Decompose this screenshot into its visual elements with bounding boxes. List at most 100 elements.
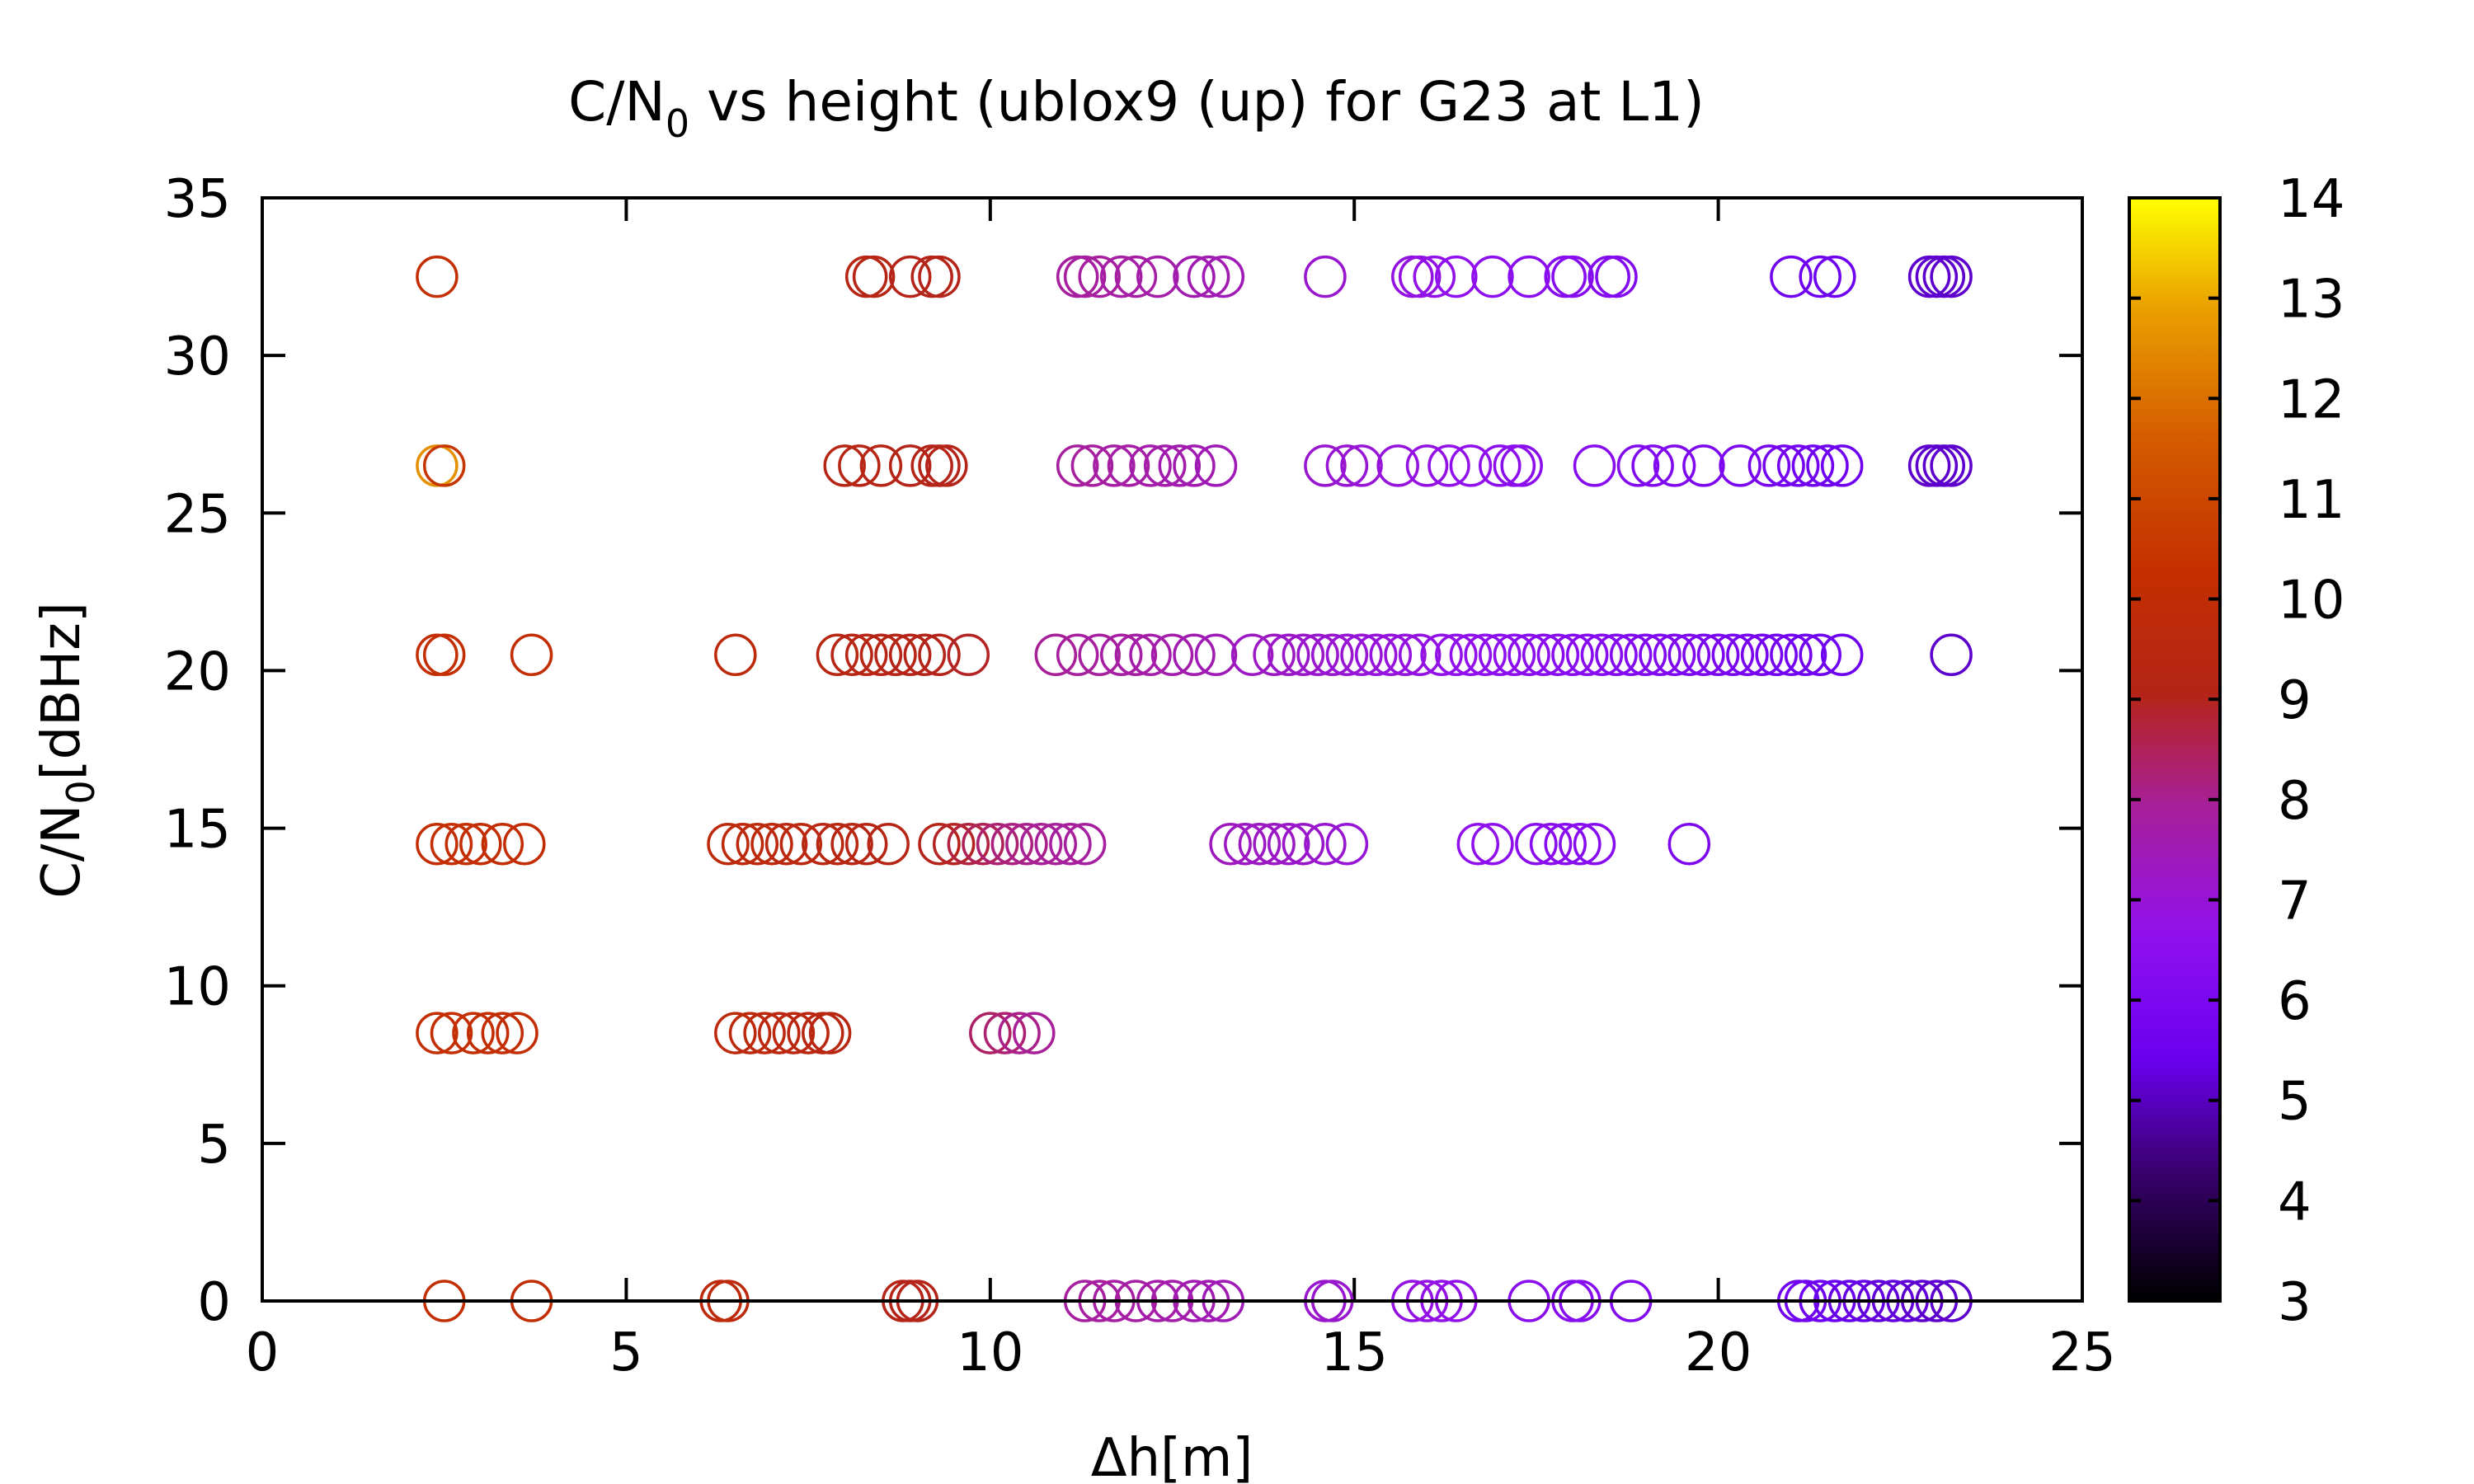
data-point — [1813, 255, 1856, 298]
data-point — [1325, 633, 1369, 677]
colorbar-tick-label: 9 — [2278, 670, 2312, 731]
data-point — [1282, 633, 1325, 677]
colorbar — [2128, 196, 2222, 1303]
data-point — [1500, 444, 1543, 487]
data-point — [947, 822, 990, 866]
data-point — [1551, 255, 1594, 298]
data-point — [416, 822, 459, 866]
data-point — [1398, 633, 1442, 677]
data-point — [481, 822, 524, 866]
data-point — [1056, 444, 1099, 487]
data-point — [1930, 444, 1973, 487]
data-point — [1034, 822, 1078, 866]
data-point — [1711, 633, 1755, 677]
data-point — [707, 822, 750, 866]
data-point — [1093, 444, 1136, 487]
data-point — [1136, 255, 1179, 298]
data-point — [1056, 633, 1099, 677]
data-point — [1529, 822, 1573, 866]
data-point — [1806, 444, 1849, 487]
data-point — [466, 1012, 510, 1054]
data-point — [1325, 822, 1369, 866]
data-point — [808, 1012, 852, 1054]
data-point — [1173, 444, 1216, 487]
data-point — [1340, 633, 1383, 677]
data-point — [503, 822, 546, 866]
data-point — [787, 1012, 830, 1054]
data-point — [918, 633, 961, 677]
data-point — [844, 633, 888, 677]
data-point — [452, 1012, 495, 1054]
data-point — [1158, 444, 1202, 487]
data-point — [1413, 255, 1456, 298]
data-point — [1173, 633, 1216, 677]
data-point — [1435, 255, 1478, 298]
data-point — [1573, 444, 1616, 487]
data-point — [1398, 255, 1442, 298]
data-point — [496, 1012, 539, 1054]
x-tick-label: 25 — [2048, 1322, 2115, 1383]
chart-title: C/N0 vs height (ublox9 (up) for G23 at L… — [568, 70, 1705, 146]
data-point — [1304, 255, 1347, 298]
data-point — [1099, 633, 1143, 677]
data-point — [1267, 633, 1310, 677]
data-point — [867, 822, 910, 866]
scatter-points — [416, 255, 1973, 1322]
data-point — [1682, 444, 1725, 487]
data-point — [1631, 444, 1674, 487]
data-point — [1224, 822, 1267, 866]
data-point — [1282, 822, 1325, 866]
data-point — [416, 1012, 459, 1054]
data-point — [1747, 444, 1791, 487]
colorbar-tick-label: 5 — [2278, 1072, 2312, 1133]
y-tick-label: 35 — [164, 169, 231, 230]
data-point — [1784, 633, 1827, 677]
data-point — [1595, 255, 1638, 298]
data-point — [430, 822, 473, 866]
data-point — [1791, 444, 1835, 487]
data-point — [1479, 633, 1522, 677]
data-point — [888, 444, 932, 487]
data-point — [430, 1012, 473, 1054]
data-point — [1187, 255, 1230, 298]
data-point — [1384, 633, 1427, 677]
data-point — [1420, 633, 1463, 677]
data-point — [983, 1012, 1027, 1054]
data-point — [1230, 633, 1274, 677]
data-point — [1696, 633, 1740, 677]
colorbar-tick-label: 14 — [2278, 169, 2345, 230]
data-point — [1435, 633, 1478, 677]
y-tick-label: 20 — [164, 641, 231, 702]
data-point — [1013, 1012, 1056, 1054]
data-point — [1740, 633, 1784, 677]
data-point — [1653, 633, 1696, 677]
data-point — [1449, 444, 1493, 487]
data-point — [1595, 633, 1638, 677]
data-point — [459, 822, 502, 866]
data-point — [1078, 633, 1121, 677]
x-tick-label: 0 — [246, 1322, 280, 1383]
data-point — [1063, 822, 1107, 866]
colorbar-tick-label: 11 — [2278, 470, 2345, 531]
data-point — [1194, 444, 1238, 487]
data-point — [728, 1012, 772, 1054]
data-point — [823, 444, 866, 487]
data-point — [1304, 444, 1347, 487]
data-point — [830, 822, 873, 866]
data-point — [422, 633, 466, 677]
data-point — [422, 444, 466, 487]
data-point — [1107, 444, 1150, 487]
data-point — [1354, 633, 1398, 677]
data-point — [721, 822, 764, 866]
data-point — [1194, 633, 1238, 677]
data-point — [1070, 444, 1114, 487]
data-point — [1682, 633, 1725, 677]
data-point — [1616, 444, 1660, 487]
data-point — [1078, 255, 1121, 298]
data-point — [1559, 822, 1602, 866]
data-point — [1770, 633, 1813, 677]
y-tick-label: 25 — [164, 484, 231, 545]
data-point — [772, 1012, 816, 1054]
data-point — [1173, 255, 1216, 298]
data-point — [1770, 255, 1813, 298]
